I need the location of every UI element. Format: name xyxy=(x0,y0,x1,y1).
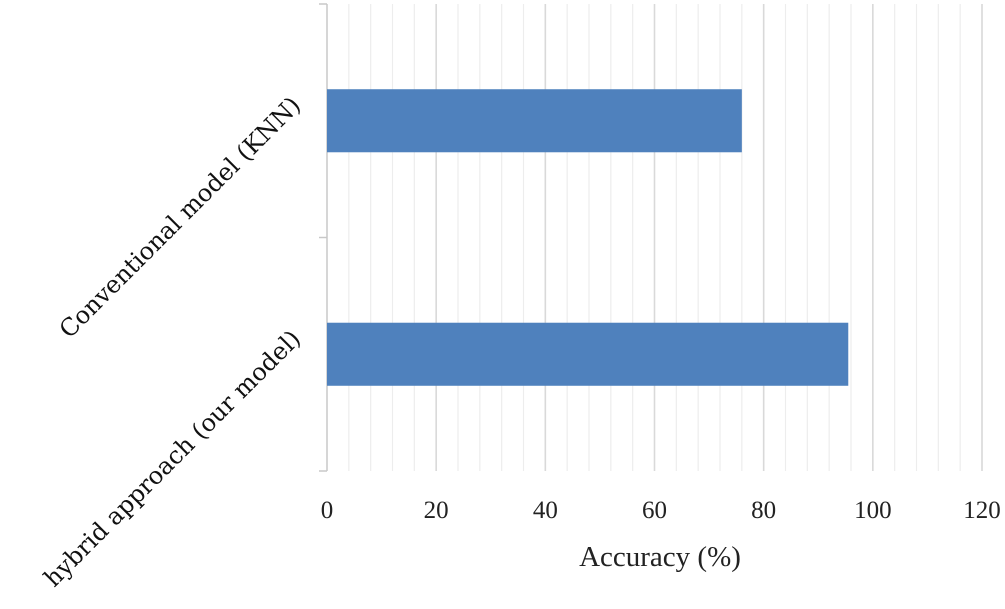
gridlines xyxy=(348,4,983,471)
x-tick-label: 60 xyxy=(642,497,667,524)
category-label-0: Conventional model (KNN) xyxy=(54,91,306,343)
x-axis-title: Accuracy (%) xyxy=(579,541,741,573)
category-labels: Conventional model (KNN)hybrid approach … xyxy=(39,91,307,592)
x-tick-label: 80 xyxy=(751,497,776,524)
x-tick-label: 20 xyxy=(424,497,449,524)
bar-1 xyxy=(327,322,849,386)
bars xyxy=(327,89,849,386)
y-axis-ticks xyxy=(319,3,327,472)
x-tick-labels: 0 20 40 60 80 100 120 xyxy=(321,497,1001,524)
bar-0 xyxy=(327,89,742,153)
x-tick-label: 40 xyxy=(533,497,558,524)
x-tick-label: 120 xyxy=(963,497,1001,524)
category-label-1: hybrid approach (our model) xyxy=(39,325,307,593)
x-tick-label: 100 xyxy=(854,497,892,524)
x-tick-label: 0 xyxy=(321,497,334,524)
